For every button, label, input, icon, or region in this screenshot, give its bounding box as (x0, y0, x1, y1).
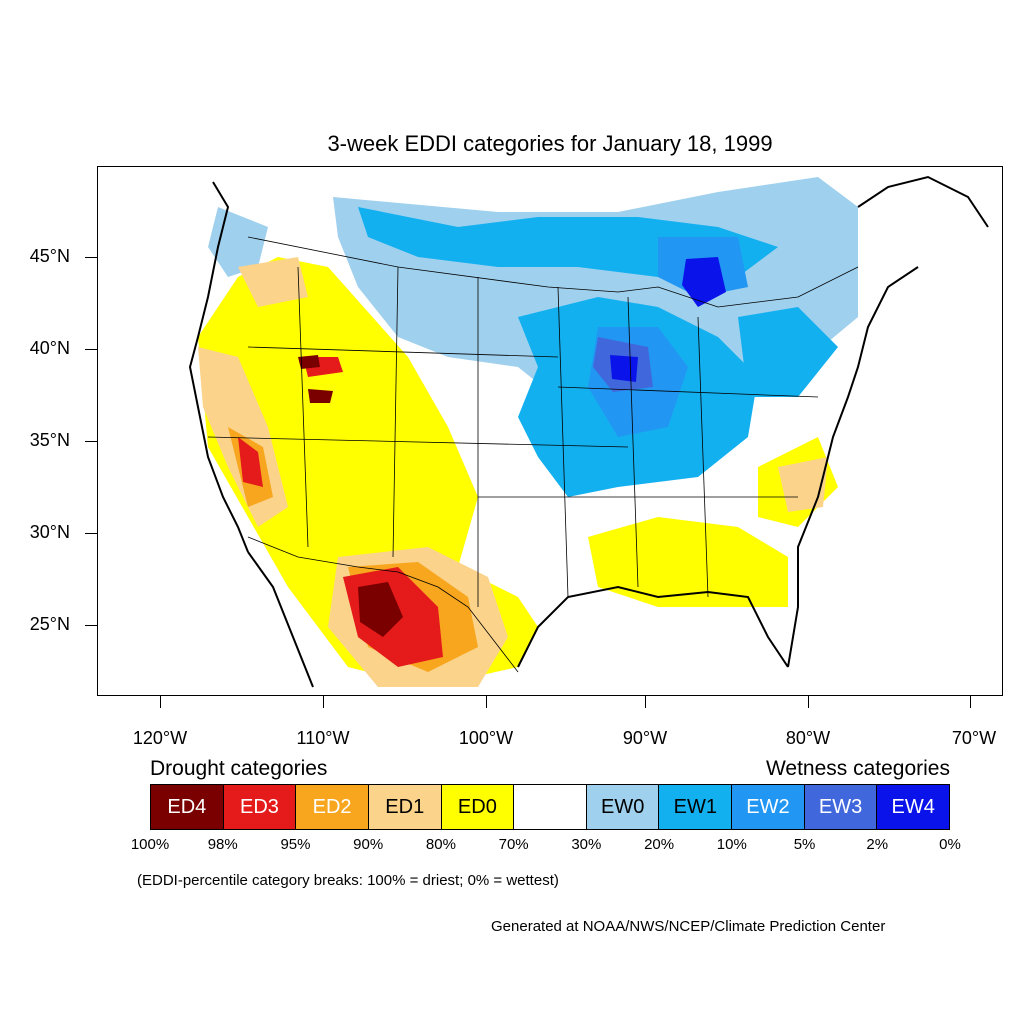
region-ed4-mexico (358, 582, 403, 637)
lon-label-70w: 70°W (951, 728, 997, 748)
canada-coast (857, 175, 989, 228)
gulf-coastline (517, 585, 789, 668)
percentile-label: 20% (644, 836, 675, 853)
percentile-label: 95% (280, 836, 311, 853)
category-break-note: (EDDI-percentile category breaks: 100% =… (137, 872, 559, 889)
map-plot-area (97, 166, 1003, 696)
credit-text: Generated at NOAA/NWS/NCEP/Climate Predi… (491, 918, 886, 935)
legend-box-ew3: EW3 (804, 785, 878, 829)
us-mexico-border (247, 536, 519, 673)
boundaries (188, 175, 989, 688)
lon-tick (808, 696, 809, 708)
west-coastline (188, 181, 249, 553)
lon-tick (486, 696, 487, 708)
legend-box-ew4: EW4 (877, 785, 950, 829)
percentile-label: 0% (939, 836, 961, 853)
map-title: 3-week EDDI categories for January 18, 1… (327, 131, 773, 156)
lon-label-110w: 110°W (296, 728, 350, 748)
legend-box-ew0: EW0 (586, 785, 660, 829)
percentile-label: 2% (866, 836, 889, 853)
percentile-label: 90% (353, 836, 384, 853)
lat-tick (85, 533, 97, 534)
legend-box-neutral (514, 785, 587, 829)
lon-label-90w: 90°W (622, 728, 668, 748)
drought-categories-title: Drought categories (150, 757, 328, 780)
region-ed1-north (238, 257, 308, 307)
region-ed4-nevada (298, 355, 320, 369)
state-borders (207, 236, 859, 673)
region-ed3-california (238, 437, 263, 487)
region-ed1-carolina (778, 457, 828, 512)
legend-box-ed3: ED3 (223, 785, 297, 829)
legend-box-ew2: EW2 (732, 785, 805, 829)
legend-box-ed0: ED0 (441, 785, 515, 829)
lat-tick (85, 441, 97, 442)
percentile-label: 5% (793, 836, 816, 853)
lat-label-30n: 30°N (29, 522, 70, 542)
region-ew1-ne (738, 307, 838, 397)
lat-label-25n: 25°N (29, 614, 70, 634)
legend-box-ed2: ED2 (296, 785, 369, 829)
east-coastline (787, 266, 919, 668)
us-canada-border (247, 236, 859, 308)
lat-tick (85, 349, 97, 350)
wetness-categories-title: Wetness categories (765, 757, 950, 780)
legend-box-ew1: EW1 (659, 785, 733, 829)
percentile-label: 98% (207, 836, 238, 853)
lat-tick (85, 257, 97, 258)
lon-label-100w: 100°W (458, 728, 514, 748)
lat-label-40n: 40°N (29, 338, 70, 358)
legend-box-ed4: ED4 (151, 785, 224, 829)
percentile-label: 100% (130, 836, 170, 853)
percentile-label: 10% (716, 836, 747, 853)
lat-label-35n: 35°N (29, 430, 70, 450)
legend-colorbar: ED4 ED3 ED2 ED1 ED0 EW0 EW1 EW2 EW3 EW4 (150, 784, 950, 830)
lon-label-80w: 80°W (785, 728, 831, 748)
region-ew4-michigan (682, 257, 726, 307)
lon-tick (970, 696, 971, 708)
region-ed4-utah (308, 389, 333, 403)
lat-label-45n: 45°N (29, 246, 70, 266)
eddi-map (188, 175, 989, 688)
legend-box-ed1: ED1 (368, 785, 442, 829)
percentile-label: 80% (425, 836, 456, 853)
region-ew4-illinois (610, 355, 638, 382)
lat-tick (85, 625, 97, 626)
lon-label-120w: 120°W (132, 728, 188, 748)
lon-tick (645, 696, 646, 708)
baja-coastline (247, 551, 314, 688)
percentile-label: 30% (571, 836, 602, 853)
category-shading (198, 177, 858, 687)
percentile-label: 70% (498, 836, 529, 853)
lon-tick (160, 696, 161, 708)
lon-tick (323, 696, 324, 708)
